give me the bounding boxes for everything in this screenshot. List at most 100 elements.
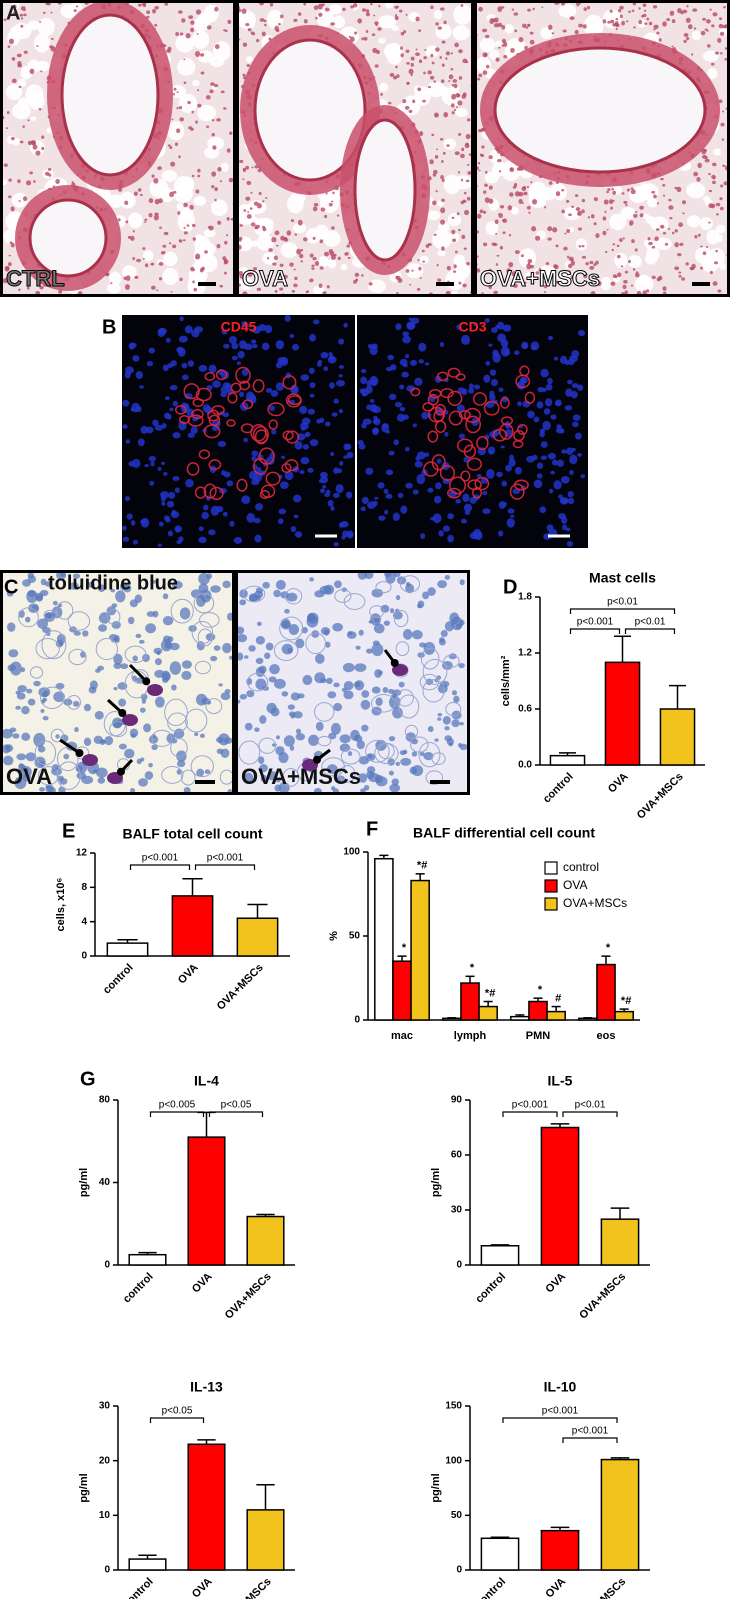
cell (457, 100, 462, 105)
cell (149, 348, 155, 354)
cell (193, 196, 206, 206)
cell (708, 203, 713, 208)
cell (239, 340, 247, 349)
cell (375, 775, 383, 784)
cell (275, 231, 280, 236)
cell (461, 201, 465, 205)
cell (681, 277, 685, 281)
cell (226, 480, 233, 486)
y-tick-label: 80 (99, 1095, 111, 1106)
x-tick-label: control (101, 962, 136, 997)
cell (334, 542, 339, 546)
cell (197, 169, 200, 173)
cell (423, 56, 427, 59)
cell (161, 496, 166, 501)
cell (131, 734, 136, 738)
cell (379, 83, 388, 92)
cell (568, 491, 574, 497)
cell (366, 12, 370, 16)
cell (161, 462, 165, 465)
cell (190, 267, 194, 272)
bar (247, 1217, 284, 1265)
cell (225, 689, 231, 694)
cell (280, 481, 289, 489)
cell (104, 736, 113, 745)
cell (441, 246, 445, 251)
cell (633, 214, 638, 218)
cell (557, 459, 564, 466)
cell (415, 17, 419, 22)
cell (163, 616, 174, 625)
cell (566, 200, 569, 203)
label: OVA+MSCs (480, 266, 600, 291)
cell (528, 212, 530, 214)
cell (542, 388, 547, 392)
cell (603, 19, 607, 23)
cell (74, 9, 77, 12)
cell (527, 186, 529, 188)
cell (218, 683, 222, 686)
cell (692, 8, 697, 12)
cell (548, 336, 553, 340)
micrograph (357, 315, 588, 548)
cell (722, 165, 725, 167)
cell (332, 412, 338, 416)
cell (647, 198, 658, 208)
cell (242, 8, 247, 13)
cell (429, 159, 433, 164)
cell (514, 183, 517, 187)
y-axis-label: pg/ml (78, 1168, 90, 1197)
cell (125, 284, 130, 290)
cell (396, 595, 400, 600)
cell (164, 232, 169, 235)
x-tick-label: OVA+MSCs (577, 1576, 628, 1599)
cell (251, 31, 254, 34)
cell (23, 196, 27, 201)
cell (124, 201, 128, 205)
cell (500, 246, 503, 250)
cell (325, 422, 331, 427)
cell (587, 6, 590, 10)
cell (186, 33, 191, 38)
cell (333, 467, 339, 474)
cell (140, 194, 143, 196)
cell (196, 9, 201, 14)
cell (465, 510, 470, 515)
cell (417, 87, 421, 91)
cell (309, 279, 314, 283)
cell (326, 490, 331, 494)
cell (659, 38, 662, 42)
cell (509, 234, 511, 237)
cell (199, 526, 204, 531)
cell (328, 500, 334, 507)
cell (27, 590, 35, 597)
cell (389, 394, 396, 400)
label: OVA+MSCs (241, 764, 361, 789)
cell (447, 513, 454, 519)
cell (378, 38, 386, 44)
cell (289, 262, 293, 266)
comparison-bracket (210, 1112, 263, 1117)
y-tick-label: 100 (343, 847, 360, 858)
cell (333, 703, 342, 711)
cell (723, 6, 726, 8)
cell (138, 778, 148, 787)
cell (204, 229, 216, 237)
comparison-bracket (563, 1112, 617, 1117)
cell (457, 94, 460, 97)
cell (635, 248, 638, 251)
cell (457, 212, 460, 215)
cell (424, 49, 426, 51)
cell (452, 111, 455, 114)
cell (445, 57, 447, 60)
cell (242, 178, 244, 180)
cell (192, 80, 199, 86)
cell (172, 245, 176, 249)
cell (462, 59, 467, 64)
cell (478, 162, 480, 164)
cell (427, 81, 445, 97)
cell (430, 54, 433, 58)
cell (136, 634, 142, 638)
cell (674, 242, 679, 247)
cell (246, 690, 254, 697)
